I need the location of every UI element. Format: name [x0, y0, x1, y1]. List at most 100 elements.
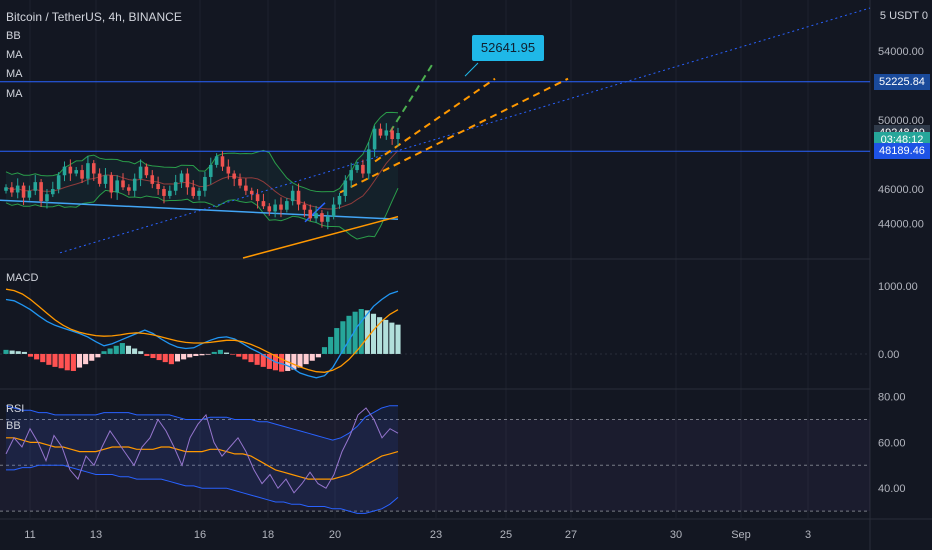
candle-body	[396, 133, 400, 140]
candle-body	[273, 204, 277, 212]
rsi-bb-label[interactable]: BB	[6, 420, 21, 432]
macd-histogram-bar	[309, 353, 315, 361]
macd-histogram-bar	[370, 313, 377, 354]
rsi-bb-lower	[6, 464, 399, 514]
candle-body	[103, 175, 108, 184]
macd-histogram-bar	[242, 353, 248, 360]
bb-lower-line	[5, 187, 399, 240]
candle-body	[261, 201, 266, 207]
candle-body	[331, 204, 336, 217]
time-axis-tick: 30	[670, 529, 682, 541]
candle-body	[290, 190, 295, 202]
macd-histogram-bar	[346, 315, 352, 354]
candle-body	[238, 178, 242, 186]
macd-histogram-bar	[138, 351, 144, 354]
bb-fill	[6, 112, 398, 240]
macd-signal-line	[5, 288, 399, 373]
macd-histogram-bar	[223, 352, 230, 354]
rsi-axis-tick: 80.00	[878, 392, 906, 404]
macd-axis-tick: 0.00	[878, 349, 899, 361]
macd-histogram-bar	[217, 349, 223, 354]
price-axis-tick: 44000.00	[878, 219, 924, 231]
macd-histogram-bar	[76, 353, 83, 368]
candle-body	[390, 130, 394, 140]
macd-histogram-bar	[101, 351, 107, 354]
indicator-ma-label-1[interactable]: MA	[6, 49, 23, 61]
rsi-pane-label[interactable]: RSI	[6, 403, 25, 415]
candle-body	[203, 176, 207, 191]
indicator-ma-label-2[interactable]: MA	[6, 68, 23, 80]
candle-body	[361, 164, 365, 174]
projection-orange-2	[339, 77, 569, 194]
price-axis-tick: 54000.00	[878, 46, 924, 58]
candle-body	[156, 183, 160, 190]
candle-body	[45, 194, 49, 202]
time-axis-tick: 11	[24, 529, 35, 541]
candle-body	[349, 170, 353, 181]
ascending-support-line	[242, 215, 399, 259]
bb-upper-line	[5, 111, 399, 193]
candle-body	[244, 185, 248, 191]
candle-body	[68, 166, 73, 174]
candle-body	[121, 180, 125, 188]
macd-histogram-bar	[383, 319, 389, 354]
candle-body	[226, 166, 231, 174]
macd-histogram-bar	[395, 324, 401, 354]
dotted-trendline	[59, 7, 871, 254]
macd-histogram-bar	[58, 353, 64, 369]
candle-body	[15, 185, 20, 193]
macd-histogram-bar	[113, 345, 119, 354]
candle-body	[150, 175, 155, 184]
macd-histogram-bar	[193, 353, 199, 356]
time-axis-tick: 3	[805, 529, 811, 541]
axis-top-fragment: 5	[879, 10, 886, 22]
price-callout[interactable]: 52641.95	[472, 35, 544, 61]
macd-histogram-bar	[260, 353, 266, 367]
candle-body	[33, 182, 38, 191]
projection-orange-1	[374, 77, 496, 163]
macd-histogram-bar	[291, 353, 297, 370]
candle-body	[214, 156, 219, 165]
candle-body	[308, 209, 313, 219]
macd-axis-tick: 1000.00	[878, 281, 918, 293]
currency-selector[interactable]: 5 USDT 0	[880, 10, 928, 22]
macd-histogram-bar	[125, 345, 132, 354]
macd-histogram-bar	[389, 322, 395, 354]
candle-body	[27, 190, 32, 198]
macd-histogram-bar	[321, 347, 328, 354]
macd-histogram-bar	[168, 353, 174, 365]
candle-body	[296, 190, 301, 205]
candle-body	[173, 182, 178, 191]
candle-body	[232, 173, 236, 179]
candle-body	[378, 128, 383, 136]
callout-pointer	[464, 62, 479, 77]
macd-histogram-bar	[181, 353, 187, 360]
macd-histogram-bar	[377, 317, 383, 354]
currency-label: USDT	[889, 10, 919, 22]
price-tag-0: 52225.84	[874, 73, 930, 90]
macd-histogram-bar	[156, 353, 162, 361]
candle-body	[208, 164, 213, 177]
macd-histogram-bar	[211, 351, 217, 354]
indicator-ma-label-3[interactable]: MA	[6, 88, 23, 100]
macd-histogram-bar	[174, 353, 181, 362]
candle-body	[115, 180, 119, 193]
time-axis-tick: 18	[262, 529, 274, 541]
macd-histogram-bar	[266, 353, 272, 369]
macd-pane-label[interactable]: MACD	[6, 272, 39, 284]
indicator-bb-label[interactable]: BB	[6, 30, 21, 42]
candle-body	[179, 173, 184, 183]
price-axis-tick: 50000.00	[878, 115, 924, 127]
macd-histogram-bar	[303, 353, 309, 365]
candle-body	[162, 189, 166, 196]
candle-body	[197, 190, 201, 196]
candle-body	[372, 128, 377, 150]
macd-histogram-bar	[334, 328, 340, 354]
macd-histogram-bar	[248, 353, 254, 363]
macd-histogram-bar	[150, 353, 156, 359]
macd-histogram-bar	[83, 353, 89, 365]
candle-body	[191, 187, 196, 196]
candle-body	[21, 185, 26, 198]
macd-histogram-bar	[230, 353, 236, 355]
